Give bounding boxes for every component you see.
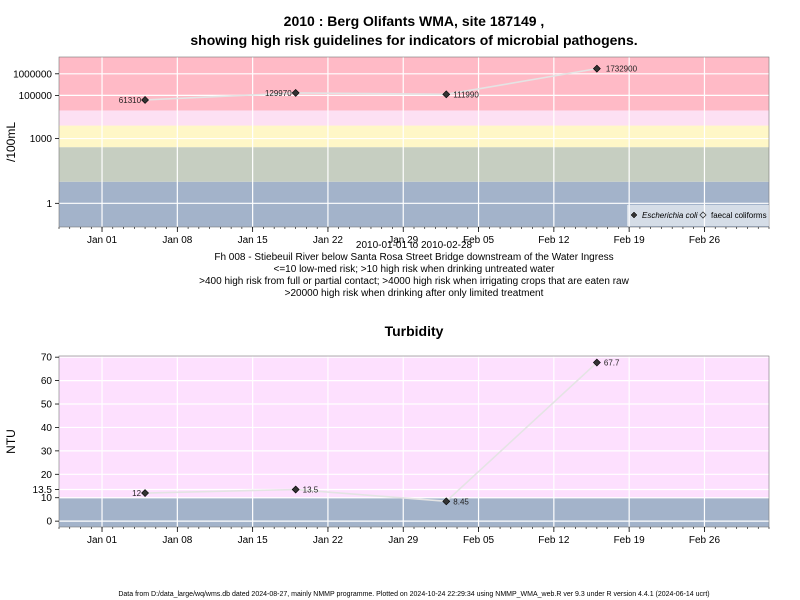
x-tick-label: Feb 05 [463, 535, 495, 546]
chart-title-line2: showing high risk guidelines for indicat… [190, 32, 637, 48]
x-tick-label: Jan 22 [313, 235, 343, 246]
y-tick-label: 50 [41, 400, 53, 411]
y-tick-label: 20 [41, 470, 53, 481]
y-axis-label: /100mL [4, 122, 18, 162]
data-point [592, 64, 601, 73]
legend-label-e-coli: Escherichia coli [642, 211, 698, 220]
legend: Escherichia coli faecal coliforms [627, 205, 769, 226]
x-tick-label: Jan 08 [162, 535, 192, 546]
x-tick-label: Feb 05 [463, 235, 495, 246]
x-tick-label: Jan 08 [162, 235, 192, 246]
x-tick-label: Feb 19 [614, 235, 646, 246]
x-tick-label: Jan 15 [238, 235, 268, 246]
guideline-band [59, 497, 769, 527]
legend-marker-faecal-coliforms [699, 211, 707, 219]
series-line [145, 361, 598, 503]
y-tick-label: 13.5 [33, 485, 53, 496]
guideline-band [59, 125, 769, 148]
data-point [141, 96, 149, 104]
y-tick-label: 70 [41, 353, 53, 364]
y-tick-label: 40 [41, 423, 53, 434]
guideline-note-3: >20000 high risk when drinking after onl… [285, 288, 544, 299]
site-label: Fh 008 - Stiebeuil River below Santa Ros… [214, 252, 613, 263]
data-label: 13.5 [303, 486, 319, 495]
y-tick-label: 10 [41, 493, 53, 504]
data-label: 12 [132, 489, 141, 498]
x-tick-label: Feb 19 [614, 535, 646, 546]
data-label: 1732900 [606, 65, 638, 74]
data-label: 129970 [265, 89, 292, 98]
data-point [592, 358, 601, 367]
x-tick-label: Jan 22 [313, 535, 343, 546]
x-tick-label: Feb 12 [538, 235, 570, 246]
y-tick-label: 1000000 [13, 69, 52, 80]
data-point [442, 497, 451, 506]
data-label: 67.7 [604, 359, 620, 368]
guideline-band [59, 147, 769, 182]
y-tick-label: 30 [41, 446, 53, 457]
x-tick-label: Jan 01 [87, 535, 117, 546]
data-label: 111990 [453, 90, 479, 99]
y-tick-label: 100000 [19, 91, 53, 102]
microbial-plot-panel: 1 1000 100000 1000000 Jan 01 Jan 08 Jan 15 Jan … [4, 56, 770, 246]
x-tick-label: Jan 29 [388, 235, 418, 246]
data-point [291, 485, 300, 494]
y-tick-label: 60 [41, 376, 53, 387]
data-label: 61310 [119, 96, 142, 105]
data-point [141, 489, 149, 497]
x-tick-label: Feb 26 [689, 235, 721, 246]
data-point [442, 90, 451, 99]
x-tick-label: Jan 15 [238, 535, 268, 546]
series-line [145, 67, 598, 101]
legend-label-faecal-coliforms: faecal coliforms [711, 211, 767, 220]
legend-marker-e-coli [630, 211, 638, 219]
guideline-note-2: >400 high risk from full or partial cont… [199, 276, 629, 287]
turbidity-title: Turbidity [385, 323, 444, 339]
date-range-label: 2010-01-01 to 2010-02-28 [356, 240, 473, 251]
x-tick-label: Jan 29 [388, 535, 418, 546]
guideline-note-1: <=10 low-med risk; >10 high risk when dr… [274, 264, 556, 275]
guideline-band [59, 110, 769, 126]
guideline-band [59, 57, 769, 111]
y-tick-label: 1 [46, 199, 52, 210]
legend-box [627, 205, 769, 226]
x-tick-label: Feb 12 [538, 535, 570, 546]
y-axis-label: NTU [4, 429, 18, 454]
x-tick-label: Feb 26 [689, 535, 721, 546]
x-tick-label: Jan 01 [87, 235, 117, 246]
y-tick-label: 1000 [30, 134, 53, 145]
y-tick-label: 0 [46, 517, 52, 528]
data-label: 8.45 [453, 497, 469, 506]
footer-note: Data from D:/data_large/wq/wms.db dated … [118, 591, 709, 598]
data-point [291, 89, 300, 97]
chart-title-line1: 2010 : Berg Olifants WMA, site 187149 , [284, 13, 545, 29]
